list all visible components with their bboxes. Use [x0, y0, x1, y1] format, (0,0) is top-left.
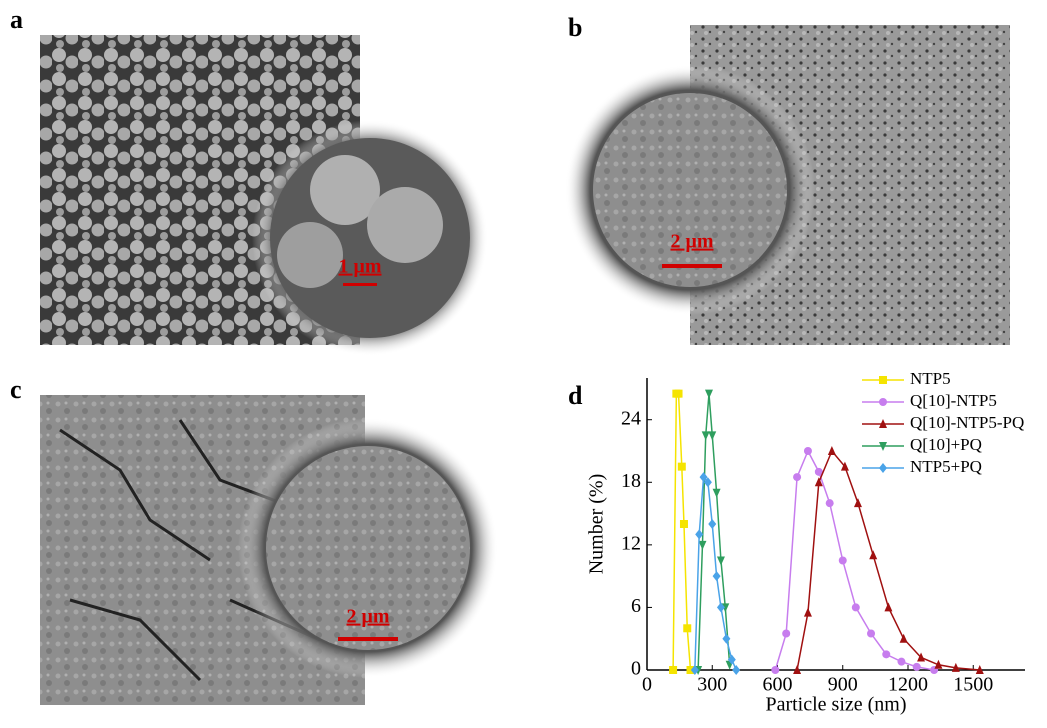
panel-label: c — [10, 375, 22, 404]
point — [867, 630, 875, 638]
x-tick-label: 0 — [642, 674, 652, 696]
x-tick-label: 900 — [828, 674, 858, 696]
panel-d: d 0 300 600 900 1200 1500 0 6 12 18 24 Particle siz… — [568, 369, 1025, 716]
y-tick-label: 0 — [631, 658, 641, 680]
point — [732, 665, 740, 675]
point — [793, 473, 801, 481]
legend-label: Q[10]+PQ — [910, 435, 982, 454]
legend-marker — [879, 398, 887, 406]
point — [675, 390, 683, 398]
inset-sphere — [277, 222, 343, 288]
point — [771, 666, 779, 674]
point — [804, 608, 812, 617]
point — [702, 431, 710, 440]
point — [705, 390, 713, 399]
point — [708, 431, 716, 440]
figure: a 1 μm b 2 μm c 2 μm d 0 300 600 900 1200 150… — [0, 0, 1047, 723]
point — [713, 489, 721, 498]
panel-a: a 1 μm — [10, 5, 488, 356]
panel-label: b — [568, 13, 582, 42]
point — [852, 603, 860, 611]
point — [722, 634, 730, 644]
point — [717, 557, 725, 566]
legend-marker — [879, 376, 887, 384]
x-tick-label: 300 — [697, 674, 727, 696]
scale-bar-label: 2 μm — [671, 231, 714, 253]
point — [782, 630, 790, 638]
point — [680, 520, 688, 528]
point — [900, 634, 908, 643]
point — [882, 650, 890, 658]
point — [869, 550, 877, 559]
point — [913, 663, 921, 671]
x-axis-title: Particle size (nm) — [765, 694, 906, 716]
point — [826, 499, 834, 507]
legend-label: Q[10]-NTP5 — [910, 391, 997, 410]
scale-bar — [343, 283, 377, 286]
panel-b: b 2 μm — [565, 13, 1010, 345]
series-line — [775, 451, 934, 670]
legend-label: NTP5+PQ — [910, 457, 982, 476]
y-tick-label: 6 — [631, 595, 641, 617]
panel-label: d — [568, 381, 583, 410]
y-tick-label: 12 — [621, 532, 641, 554]
scale-bar — [338, 637, 398, 641]
scale-bar — [662, 264, 722, 268]
inset-sphere — [367, 187, 443, 263]
point — [828, 446, 836, 455]
y-tick-label: 24 — [621, 407, 641, 429]
panel-label: a — [10, 5, 23, 34]
legend-label: NTP5 — [910, 369, 951, 388]
point — [839, 557, 847, 565]
point — [708, 519, 716, 529]
point — [678, 463, 686, 471]
x-tick-label: 600 — [763, 674, 793, 696]
point — [884, 602, 892, 611]
point — [854, 498, 862, 507]
y-tick-label: 18 — [621, 470, 641, 492]
y-axis-title: Number (%) — [586, 474, 608, 575]
legend-marker — [879, 463, 887, 473]
legend-label: Q[10]-NTP5-PQ — [910, 413, 1024, 432]
x-tick-label: 1500 — [953, 674, 993, 696]
scale-bar-label: 2 μm — [347, 606, 390, 628]
scale-bar-label: 1 μm — [339, 256, 382, 278]
point — [804, 447, 812, 455]
point — [713, 571, 721, 581]
point — [683, 624, 691, 632]
point — [669, 666, 677, 674]
panel-c: c 2 μm — [10, 375, 498, 705]
inset — [593, 93, 787, 287]
point — [897, 658, 905, 666]
series-line — [797, 451, 980, 670]
x-tick-label: 1200 — [888, 674, 928, 696]
